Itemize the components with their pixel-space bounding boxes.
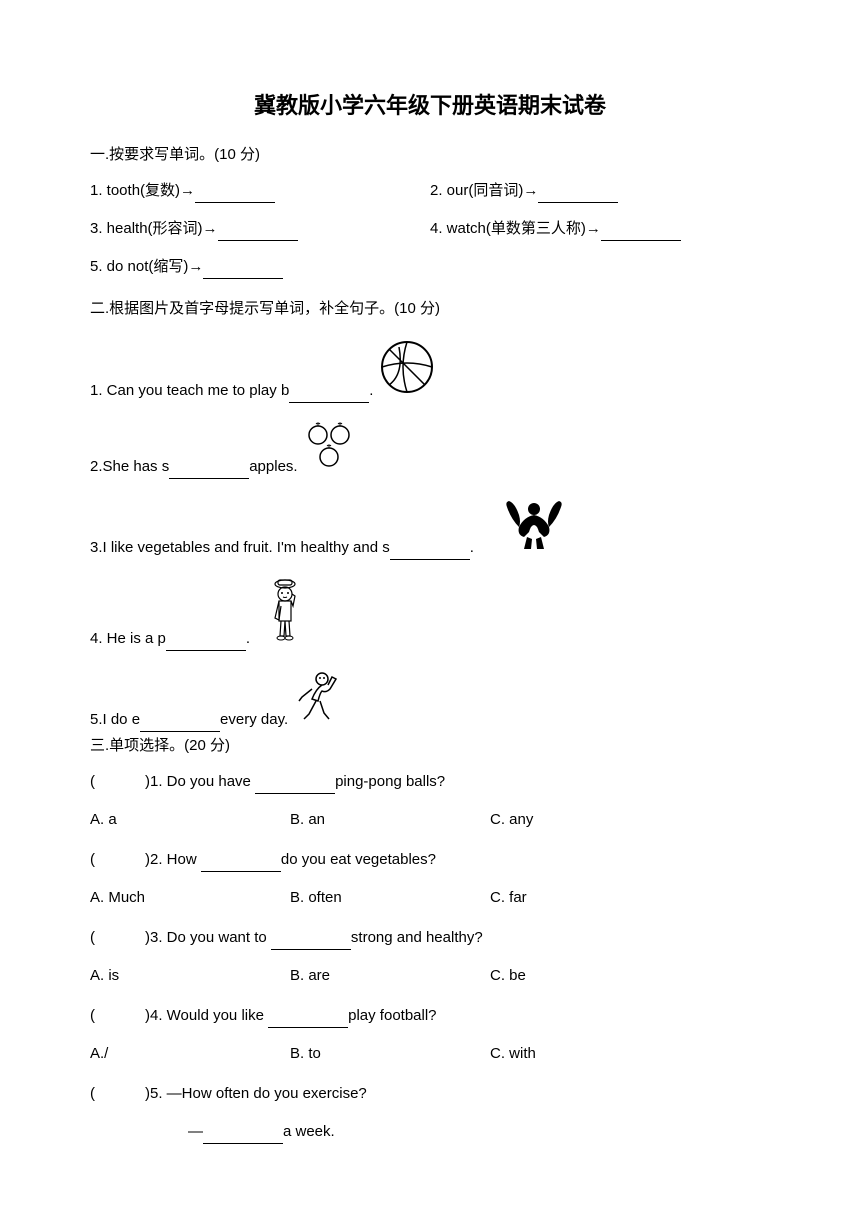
paren-open: (	[90, 851, 95, 868]
s2-q2-end: apples.	[249, 455, 297, 479]
s2-q5: 5.I do e every day.	[90, 669, 770, 732]
s2-q3-end: .	[470, 536, 474, 560]
section1-row3: 5. do not(缩写)→	[90, 255, 770, 279]
paren-open: (	[90, 1007, 95, 1024]
s3-q3-options: A. is B. are C. be	[90, 964, 770, 988]
s3-q2-options: A. Much B. often C. far	[90, 886, 770, 910]
s3-q5-answer: — a week.	[90, 1120, 770, 1144]
s2-q5-end: every day.	[220, 708, 288, 732]
blank	[195, 202, 275, 203]
option-c: C. be	[490, 964, 640, 988]
blank	[166, 650, 246, 651]
blank	[255, 793, 335, 794]
section1-header: 一.按要求写单词。(10 分)	[90, 143, 770, 167]
blank	[203, 1143, 283, 1144]
s1-q3: 3. health(形容词)→	[90, 220, 218, 237]
section2-header: 二.根据图片及首字母提示写单词，补全句子。(10 分)	[90, 297, 770, 321]
s2-q4-text: 4. He is a p	[90, 627, 166, 651]
s3-q3-after: strong and healthy?	[351, 929, 483, 946]
s1-q2: 2. our(同音词)→	[430, 182, 538, 199]
s2-q2-text: 2.She has s	[90, 455, 169, 479]
s3-q3-text: )3. Do you want to	[145, 929, 271, 946]
paren-open: (	[90, 929, 95, 946]
option-b: B. to	[290, 1042, 490, 1066]
s3-q5-after: a week.	[283, 1123, 335, 1140]
section1-row2: 3. health(形容词)→ 4. watch(单数第三人称)→	[90, 217, 770, 241]
option-b: B. an	[290, 808, 490, 832]
exercise-icon	[294, 669, 344, 732]
dash: —	[188, 1123, 203, 1140]
page-title: 冀教版小学六年级下册英语期末试卷	[90, 88, 770, 123]
option-a: A. Much	[90, 886, 290, 910]
blank	[218, 240, 298, 241]
s3-q3: ( )3. Do you want to strong and healthy?	[90, 926, 770, 950]
blank	[140, 731, 220, 732]
option-c: C. with	[490, 1042, 640, 1066]
option-a: A./	[90, 1042, 290, 1066]
s2-q1-text: 1. Can you teach me to play b	[90, 379, 289, 403]
s3-q2: ( )2. How do you eat vegetables?	[90, 848, 770, 872]
option-b: B. often	[290, 886, 490, 910]
blank	[538, 202, 618, 203]
s2-q3-text: 3.I like vegetables and fruit. I'm healt…	[90, 536, 390, 560]
blank	[601, 240, 681, 241]
option-c: C. far	[490, 886, 640, 910]
s3-q4-after: play football?	[348, 1007, 436, 1024]
blank	[169, 478, 249, 479]
s2-q4-end: .	[246, 627, 250, 651]
policeman-icon	[265, 576, 305, 649]
option-a: A. a	[90, 808, 290, 832]
s3-q2-after: do you eat vegetables?	[281, 851, 436, 868]
section1-row1: 1. tooth(复数)→ 2. our(同音词)→	[90, 179, 770, 203]
s1-q5: 5. do not(缩写)→	[90, 255, 203, 279]
apples-icon	[304, 421, 354, 479]
strong-man-icon	[499, 497, 569, 560]
blank	[268, 1027, 348, 1028]
paren-open: (	[90, 773, 95, 790]
s1-q4: 4. watch(单数第三人称)→	[430, 220, 601, 237]
blank	[390, 559, 470, 560]
s1-q1: 1. tooth(复数)→	[90, 182, 195, 199]
option-a: A. is	[90, 964, 290, 988]
s3-q1-after: ping-pong balls?	[335, 773, 445, 790]
s2-q1-end: .	[369, 379, 373, 403]
s3-q1-text: )1. Do you have	[145, 773, 255, 790]
s3-q4: ( )4. Would you like play football?	[90, 1004, 770, 1028]
s3-q4-text: )4. Would you like	[145, 1007, 268, 1024]
option-c: C. any	[490, 808, 640, 832]
s3-q5-text: )5. —How often do you exercise?	[145, 1085, 367, 1102]
s2-q4: 4. He is a p.	[90, 578, 770, 651]
s3-q5: ( )5. —How often do you exercise?	[90, 1082, 770, 1106]
s2-q3: 3.I like vegetables and fruit. I'm healt…	[90, 497, 770, 560]
basketball-icon	[379, 339, 435, 403]
blank	[289, 402, 369, 403]
blank	[271, 949, 351, 950]
s2-q1: 1. Can you teach me to play b.	[90, 339, 770, 403]
paren-open: (	[90, 1085, 95, 1102]
s2-q5-text: 5.I do e	[90, 708, 140, 732]
s3-q1-options: A. a B. an C. any	[90, 808, 770, 832]
blank	[201, 871, 281, 872]
s2-q2: 2.She has s apples.	[90, 421, 770, 479]
s3-q1: ( )1. Do you have ping-pong balls?	[90, 770, 770, 794]
s3-q4-options: A./ B. to C. with	[90, 1042, 770, 1066]
blank	[203, 278, 283, 279]
section3-header: 三.单项选择。(20 分)	[90, 734, 770, 758]
option-b: B. are	[290, 964, 490, 988]
s3-q2-text: )2. How	[145, 851, 201, 868]
